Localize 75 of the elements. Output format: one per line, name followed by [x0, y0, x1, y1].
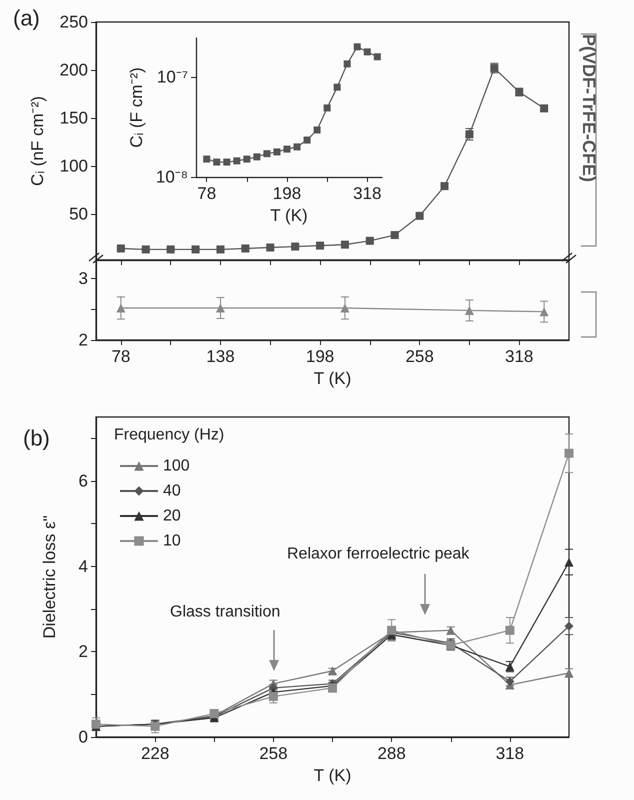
y-tick-label: 50 — [69, 204, 88, 224]
point — [192, 245, 200, 254]
point — [166, 245, 175, 254]
x-tick-label: 318 — [496, 744, 524, 763]
y-axis-title: Cᵢ (nF cm⁻²) — [28, 96, 47, 186]
x-tick-label: 318 — [353, 184, 382, 203]
point — [354, 43, 361, 50]
x-tick-label: 288 — [377, 744, 406, 763]
point — [416, 212, 424, 220]
y-tick-label: 3 — [78, 268, 88, 288]
x-tick-label: 228 — [140, 744, 170, 763]
point — [390, 231, 399, 240]
chart-title: (a) — [13, 6, 40, 30]
point — [213, 158, 220, 166]
legend-label: 20 — [163, 508, 181, 524]
y-axis-title: Dielectric loss ε" — [40, 515, 59, 639]
point — [291, 242, 300, 251]
point — [266, 244, 274, 252]
chart-title: (b) — [23, 426, 50, 450]
x-tick-label: 318 — [505, 347, 534, 366]
x-tick-label: 198 — [272, 184, 302, 203]
point — [268, 692, 278, 701]
x-axis-title: T (K) — [270, 206, 308, 225]
y-tick-label: 150 — [60, 108, 88, 128]
x-axis-title: T (K) — [314, 766, 352, 785]
annotation: Relaxor ferroelectric peak — [287, 546, 470, 562]
x-axis-title: T (K) — [314, 369, 352, 388]
x-tick-label: 198 — [306, 347, 334, 366]
y-tick-label: 200 — [60, 60, 88, 80]
x-tick-label: 78 — [197, 184, 216, 203]
legend-label: 10 — [163, 532, 181, 550]
point — [223, 158, 230, 166]
point — [253, 153, 260, 160]
legend-title: Frequency (Hz) — [114, 426, 224, 444]
point — [116, 244, 125, 252]
point — [233, 157, 240, 164]
point — [241, 244, 250, 252]
y-tick-label: 2 — [78, 642, 88, 662]
point — [216, 245, 224, 254]
point — [263, 150, 270, 158]
annotation: Glass transition — [170, 604, 280, 620]
point — [364, 48, 371, 56]
y-tick-label: 6 — [78, 472, 88, 490]
point — [273, 148, 280, 156]
point — [505, 626, 514, 635]
y-tick-label: 250 — [60, 12, 88, 32]
point — [334, 84, 341, 91]
y-tick-label: 10⁻⁷ — [156, 67, 188, 86]
point — [203, 156, 210, 163]
point — [142, 245, 150, 254]
x-tick-label: 258 — [405, 347, 434, 366]
y-tick-label: 100 — [60, 156, 88, 176]
x-tick-label: 258 — [259, 744, 288, 763]
legend-label: 40 — [163, 482, 181, 500]
point — [304, 136, 311, 144]
point — [564, 448, 574, 458]
y-axis-title: Cᵢ (F cm⁻²) — [127, 67, 146, 148]
point — [314, 126, 321, 134]
y-tick-label: 0 — [78, 728, 88, 746]
point — [294, 143, 301, 150]
y-tick-label: 2 — [78, 330, 88, 350]
point — [465, 130, 474, 138]
point — [564, 558, 574, 567]
x-tick-label: 78 — [111, 347, 130, 366]
point — [243, 156, 250, 163]
point — [564, 622, 574, 631]
y-tick-label: 10⁻⁸ — [156, 168, 188, 186]
point — [283, 146, 290, 153]
point — [440, 182, 449, 190]
point — [374, 53, 381, 60]
text: P(VDF-TrFE-CFE) — [578, 34, 599, 182]
y-tick-label: 4 — [78, 556, 88, 576]
x-tick-label: 138 — [206, 347, 235, 366]
point — [344, 60, 351, 68]
point — [324, 104, 331, 112]
